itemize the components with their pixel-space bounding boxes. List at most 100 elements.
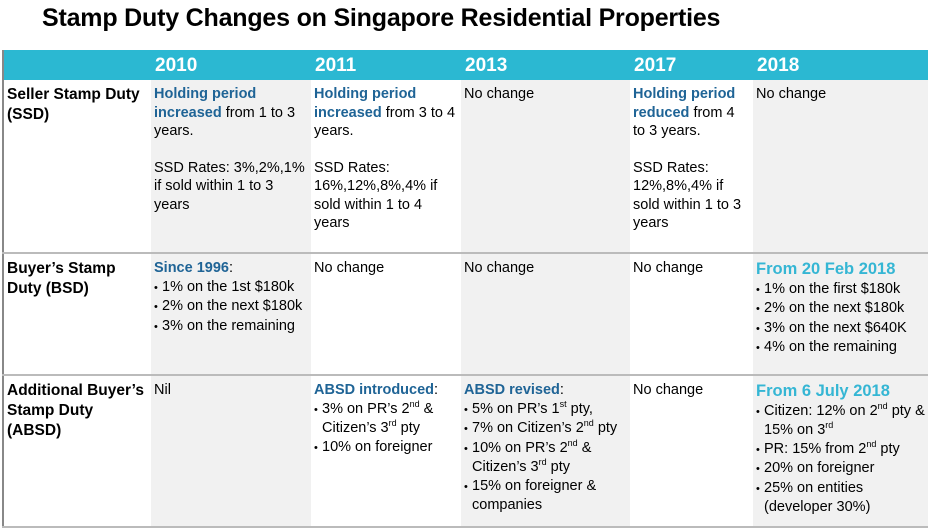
paragraph: From 6 July 2018: [756, 381, 925, 402]
highlight-text: Since 1996: [154, 260, 229, 276]
text: :: [559, 382, 564, 398]
highlight-text: ABSD introduced: [314, 382, 435, 398]
text: SSD Rates: 3%,2%,1% if sold within 1 to …: [154, 159, 305, 213]
text: No change: [464, 86, 535, 102]
text: 10% on foreigner: [322, 438, 433, 455]
table-cell: Holding period increased from 3 to 4 yea…: [311, 80, 461, 254]
bullet-item: 25% on entities (developer 30%): [756, 479, 925, 517]
text: & Citizen’s 3: [322, 400, 434, 437]
bullet-item: 5% on PR’s 1st pty,: [464, 399, 626, 420]
effective-date-heading: From 20 Feb 2018: [756, 260, 896, 278]
text: pty: [876, 440, 900, 457]
table-row: Seller Stamp Duty (SSD) Holding period in…: [3, 80, 928, 254]
paragraph: ABSD introduced:: [314, 381, 457, 400]
bullet-item: 3% on the next $640K: [756, 319, 925, 339]
bullet-item: 7% on Citizen’s 2nd pty: [464, 419, 626, 439]
spacer: [154, 141, 307, 159]
table-cell: No change: [753, 80, 928, 254]
paragraph: From 20 Feb 2018: [756, 259, 925, 280]
bullet-item: 4% on the remaining: [756, 338, 925, 358]
table-cell: No change: [630, 253, 753, 376]
paragraph: Holding period increased from 1 to 3 yea…: [154, 85, 307, 141]
ordinal-suffix: nd: [866, 438, 877, 449]
table-cell: Holding period increased from 1 to 3 yea…: [151, 80, 311, 254]
text: 2% on the next $180k: [764, 300, 905, 316]
text: pty: [546, 459, 571, 475]
table-cell: Holding period reduced from 4 to 3 years…: [630, 80, 753, 254]
stamp-duty-table: 2010 2011 2013 2017 2018 Seller Stamp Duty (…: [2, 50, 928, 528]
ordinal-suffix: nd: [409, 398, 420, 409]
highlight-text: ABSD revised: [464, 382, 560, 398]
text: 15% on foreigner & companies: [472, 477, 597, 514]
highlight-text: Holding period increased: [154, 86, 257, 121]
text: pty: [396, 420, 421, 436]
text: pty & 15% on 3: [764, 402, 925, 439]
column-header-2011: 2011: [311, 50, 461, 80]
paragraph: No change: [314, 259, 457, 278]
text: 20% on foreigner: [764, 460, 875, 476]
bullet-item: 10% on foreigner: [314, 438, 457, 458]
column-header-2010: 2010: [151, 50, 311, 80]
table-cell: No change: [461, 253, 630, 376]
table-cell: From 6 July 2018Citizen: 12% on 2nd pty …: [753, 375, 928, 528]
effective-date-heading: From 6 July 2018: [756, 382, 890, 400]
text: PR: 15% from 2: [764, 440, 867, 457]
text: 2% on the next $180k: [162, 298, 303, 314]
text: 1% on the 1st $180k: [162, 278, 295, 295]
highlight-text: Holding period reduced: [633, 86, 736, 121]
table-row: Buyer’s Stamp Duty (BSD)Since 1996:1% on…: [3, 253, 928, 376]
bullet-item: 10% on PR’s 2nd & Citizen’s 3rd pty: [464, 438, 626, 477]
text: 4% on the remaining: [764, 339, 897, 355]
row-label: Buyer’s Stamp Duty (BSD): [3, 253, 151, 376]
column-header-blank: [3, 50, 151, 80]
paragraph: Nil: [154, 381, 307, 400]
highlight-text: Holding period increased: [314, 86, 417, 121]
table-cell: No change: [461, 80, 630, 254]
text: No change: [464, 260, 535, 276]
paragraph: ABSD revised:: [464, 381, 626, 400]
table-cell: Since 1996:1% on the 1st $180k2% on the …: [151, 253, 311, 376]
text: 25% on entities (developer 30%): [764, 479, 871, 516]
row-label: Seller Stamp Duty (SSD): [3, 80, 151, 254]
paragraph: No change: [464, 259, 626, 278]
bullet-item: Citizen: 12% on 2nd pty & 15% on 3rd: [756, 400, 925, 440]
bullet-item: 3% on PR’s 2nd & Citizen’s 3rd pty: [314, 398, 457, 438]
spacer: [633, 141, 749, 159]
paragraph: No change: [464, 85, 626, 104]
text: 3% on PR’s 2: [322, 400, 410, 417]
ordinal-suffix: nd: [877, 400, 888, 411]
text: 7% on Citizen’s 2: [472, 420, 584, 436]
table-cell: ABSD introduced:3% on PR’s 2nd & Citizen…: [311, 375, 461, 528]
text: 3% on the next $640K: [764, 319, 907, 336]
bullet-item: 1% on the first $180k: [756, 280, 925, 300]
bullet-item: 1% on the 1st $180k: [154, 278, 307, 298]
paragraph: SSD Rates: 3%,2%,1% if sold within 1 to …: [154, 159, 307, 215]
page-title: Stamp Duty Changes on Singapore Resident…: [42, 4, 721, 32]
paragraph: Since 1996:: [154, 259, 307, 278]
bullet-item: 2% on the next $180k: [154, 297, 307, 317]
paragraph: Holding period reduced from 4 to 3 years…: [633, 85, 749, 141]
column-header-2017: 2017: [630, 50, 753, 80]
table-cell: From 20 Feb 2018 1% on the first $180k 2% …: [753, 253, 928, 376]
ordinal-suffix: rd: [538, 457, 547, 468]
column-header-2018: 2018: [753, 50, 928, 80]
text: & Citizen’s 3: [472, 439, 592, 476]
text: pty: [593, 420, 618, 436]
bullet-item: 3% on the remaining: [154, 317, 307, 337]
text: :: [228, 260, 234, 276]
text: SSD Rates: 12%,8%,4% if sold within 1 to…: [633, 159, 742, 232]
table-cell: No change: [630, 375, 753, 528]
table-cell: ABSD revised:5% on PR’s 1st pty,7% on Ci…: [461, 375, 630, 528]
text: 5% on PR’s 1: [472, 400, 560, 417]
text: No change: [633, 382, 704, 398]
text: Nil: [154, 382, 171, 398]
row-label: Additional Buyer’s Stamp Duty (ABSD): [3, 375, 151, 528]
bullet-item: 15% on foreigner & companies: [464, 477, 626, 515]
text: from 4 to 3 years.: [633, 104, 735, 140]
header-row: 2010 2011 2013 2017 2018: [3, 50, 928, 80]
text: SSD Rates: 16%,12%,8%,4% if sold within …: [314, 159, 438, 232]
column-header-2013: 2013: [461, 50, 630, 80]
paragraph: SSD Rates: 16%,12%,8%,4% if sold within …: [314, 159, 457, 233]
text: :: [434, 382, 439, 398]
bullet-item: 2% on the next $180k: [756, 299, 925, 319]
